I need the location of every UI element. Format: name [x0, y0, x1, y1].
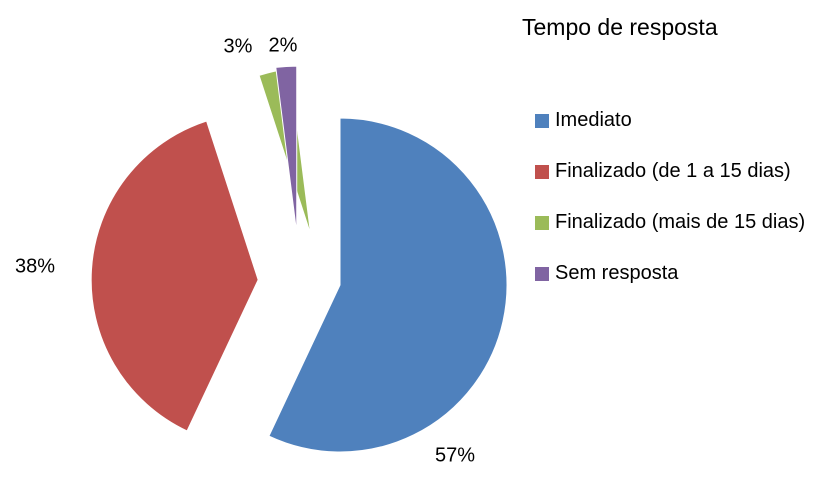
legend-label: Sem resposta: [555, 262, 679, 284]
legend-label: Finalizado (de 1 a 15 dias): [555, 160, 791, 182]
data-label: 2%: [269, 34, 298, 56]
legend-swatch: [535, 114, 549, 128]
legend-swatch: [535, 165, 549, 179]
legend-swatch: [535, 216, 549, 230]
data-label: 38%: [15, 255, 55, 277]
data-label: 57%: [435, 444, 475, 466]
legend-item: Finalizado (de 1 a 15 dias): [535, 154, 815, 189]
legend-swatch: [535, 267, 549, 281]
legend-item: Sem resposta: [535, 256, 815, 291]
pie-slice: [268, 117, 508, 453]
legend-title: Tempo de resposta: [522, 14, 718, 40]
legend-label: Finalizado (mais de 15 dias): [555, 211, 806, 233]
pie-slice: [275, 65, 298, 234]
pie-slice: [90, 120, 259, 432]
legend-item: Imediato: [535, 103, 815, 138]
data-label: 3%: [224, 35, 253, 57]
legend-item: Finalizado (mais de 15 dias): [535, 205, 815, 240]
legend: Tempo de resposta Imediato Finalizado (de…: [520, 14, 815, 307]
legend-label: Imediato: [555, 109, 632, 131]
